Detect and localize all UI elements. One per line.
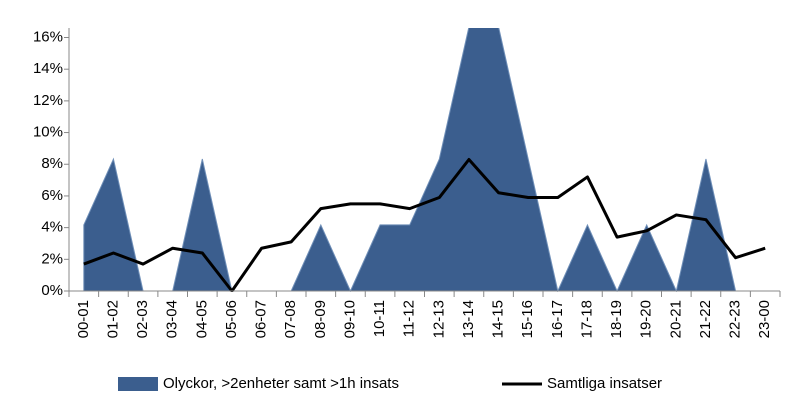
y-tick-label: 14% xyxy=(33,60,63,77)
x-tick-label: 23-00 xyxy=(756,300,773,338)
line xyxy=(83,158,766,292)
y-tick-label: 2% xyxy=(41,250,63,267)
x-tick-label: 17-18 xyxy=(578,300,595,338)
legend-label: Samtliga insatser xyxy=(547,375,662,392)
y-tick-label: 4% xyxy=(41,219,63,236)
x-tick-label: 06-07 xyxy=(253,300,270,338)
x-tick-label: 13-14 xyxy=(460,300,477,338)
x-tick-label: 20-21 xyxy=(667,300,684,338)
x-tick-label: 15-16 xyxy=(519,300,536,338)
x-tick-label: 09-10 xyxy=(341,300,358,338)
legend-label: Olyckor, >2enheter samt >1h insats xyxy=(163,375,399,392)
x-tick-label: 00-01 xyxy=(75,300,92,338)
x-tick-label: 21-22 xyxy=(697,300,714,338)
x-tick-label: 11-12 xyxy=(401,300,418,337)
x-tick-label: 19-20 xyxy=(638,300,655,338)
y-tick-label: 6% xyxy=(41,187,63,204)
y-tick-label: 16% xyxy=(33,28,63,45)
x-tick-label: 16-17 xyxy=(549,300,566,338)
y-tick-label: 10% xyxy=(33,124,63,141)
x-tick-label: 18-19 xyxy=(608,300,625,338)
plot xyxy=(83,28,766,292)
x-tick-label: 05-06 xyxy=(223,300,240,338)
y-tick-label: 8% xyxy=(41,155,63,172)
x-tick-label: 08-09 xyxy=(312,300,329,338)
x-tick-label: 03-04 xyxy=(164,300,181,338)
x-tick-label: 12-13 xyxy=(430,300,447,338)
y-tick-label: 0% xyxy=(41,282,63,299)
x-tick-label: 10-11 xyxy=(371,300,388,337)
x-tick-label: 22-23 xyxy=(727,300,744,338)
y-tick-label: 12% xyxy=(33,92,63,109)
area xyxy=(83,28,766,292)
x-tick-label: 07-08 xyxy=(282,300,299,338)
x-tick-label: 04-05 xyxy=(193,300,210,338)
x-tick-label: 02-03 xyxy=(134,300,151,338)
x-tick-label: 01-02 xyxy=(104,300,121,338)
x-tick-label: 14-15 xyxy=(490,300,507,338)
legend-swatch xyxy=(118,377,158,391)
